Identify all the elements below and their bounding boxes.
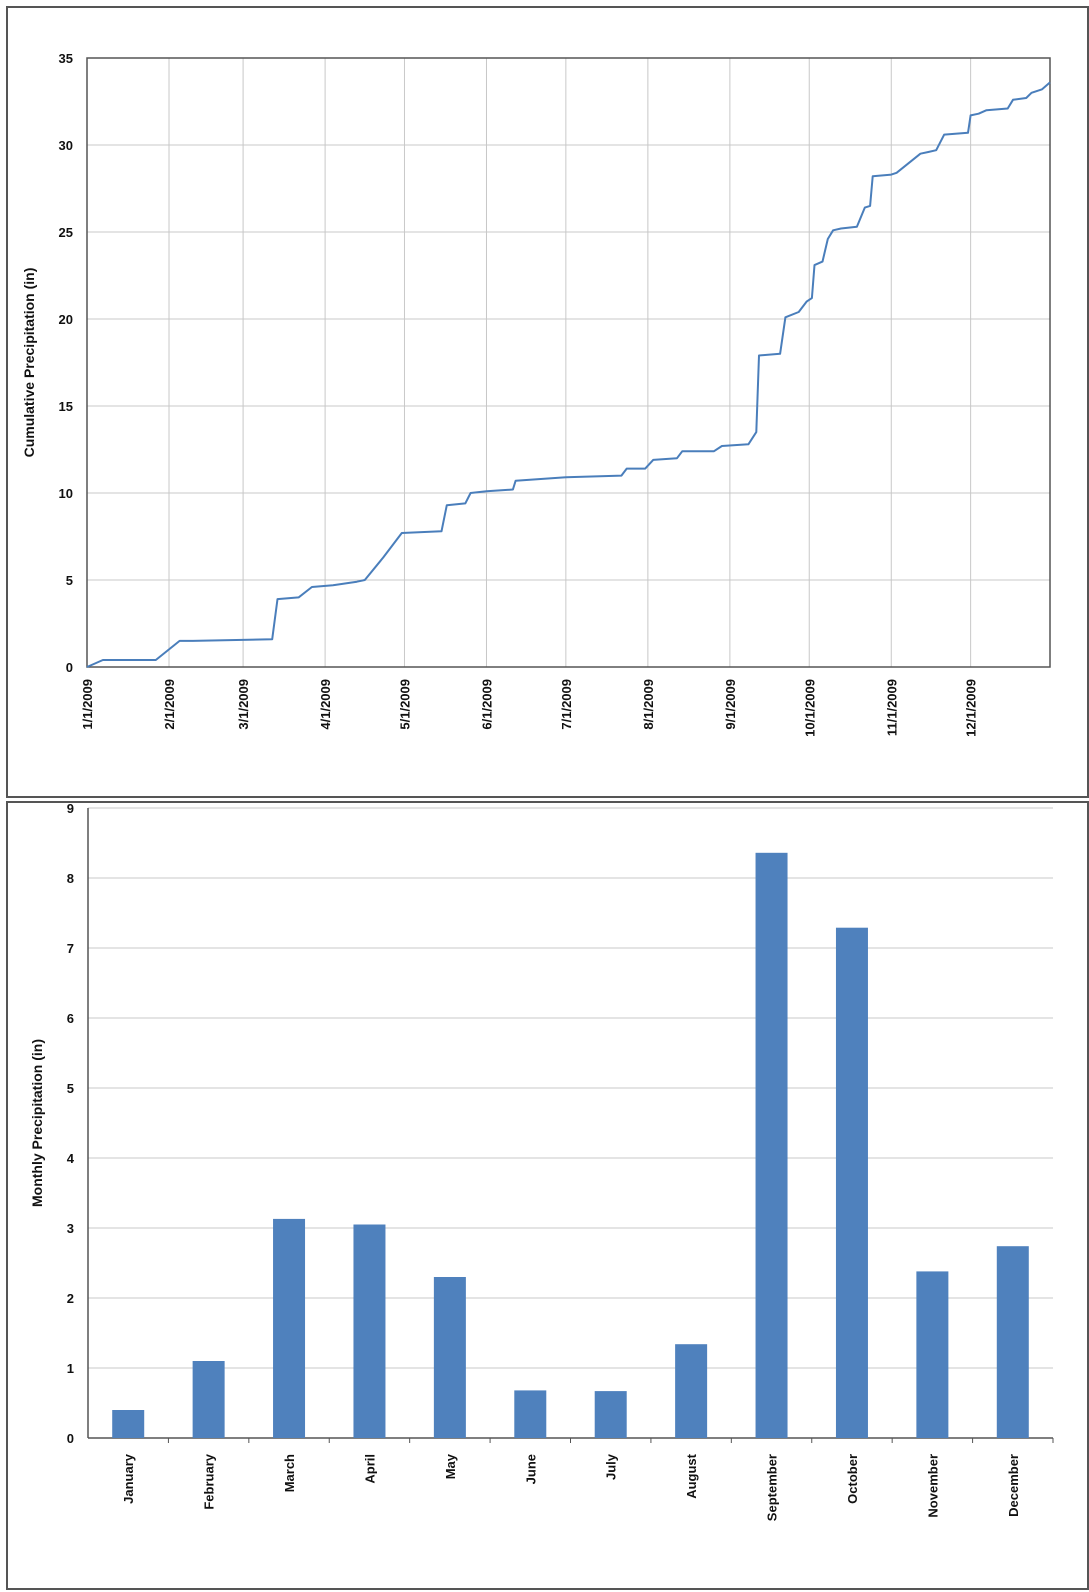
bar-may — [433, 1277, 466, 1438]
x-tick-label: 8/1/2009 — [641, 679, 656, 730]
bar-august — [675, 1344, 708, 1438]
x-tick-label: September — [765, 1454, 780, 1521]
y-tick-label: 15 — [59, 399, 73, 414]
x-tick-label: 6/1/2009 — [479, 679, 494, 730]
cumulative-chart-panel: 0 5 10 15 20 25 30 35 1/1/2009 2/1/2009 3/1/2009 4/… — [6, 6, 1089, 798]
y-tick-label: 35 — [59, 51, 73, 66]
x-tick-label: 11/1/2009 — [884, 679, 899, 736]
x-tick-label: April — [362, 1454, 377, 1484]
x-tick-label: March — [282, 1454, 297, 1492]
x-tick-label: May — [443, 1453, 458, 1479]
x-tick-label: 7/1/2009 — [559, 679, 574, 730]
y-axis-label: Cumulative Precipitation (in) — [21, 268, 37, 458]
cumulative-chart: 0 5 10 15 20 25 30 35 1/1/2009 2/1/2009 3/1/2009 4/… — [21, 51, 1051, 737]
bar-october — [835, 927, 868, 1438]
bar-april — [353, 1224, 386, 1438]
x-tick-label: 1/1/2009 — [80, 679, 95, 730]
x-tick-label: July — [604, 1453, 619, 1480]
x-tick-label: 5/1/2009 — [397, 679, 412, 730]
x-tick-label: 10/1/2009 — [802, 679, 817, 737]
cumulative-series-line — [86, 81, 1051, 668]
bar-september — [755, 852, 788, 1438]
x-tick-label: January — [121, 1453, 136, 1504]
y-tick-label: 5 — [67, 1081, 74, 1096]
x-tick-label: 2/1/2009 — [162, 679, 177, 730]
y-tick-label: 20 — [59, 312, 73, 327]
x-tick-label: October — [845, 1454, 860, 1504]
monthly-chart-panel: 0 1 2 3 4 5 6 7 8 9 January February March April May Ju… — [6, 801, 1089, 1590]
y-tick-label: 30 — [59, 138, 73, 153]
y-tick-label: 25 — [59, 225, 73, 240]
plot-frame — [86, 57, 1051, 668]
y-tick-label: 10 — [59, 486, 73, 501]
x-tick-label: February — [202, 1453, 217, 1509]
y-tick-label: 8 — [67, 871, 74, 886]
bar-july — [594, 1391, 627, 1438]
bar-november — [916, 1271, 949, 1438]
y-axis-label: Monthly Precipitation (in) — [29, 1039, 45, 1207]
y-tick-label: 2 — [67, 1291, 74, 1306]
x-tick-label: December — [1006, 1454, 1021, 1517]
x-tick-label: November — [925, 1454, 940, 1518]
y-tick-label: 7 — [67, 941, 74, 956]
y-tick-label: 6 — [67, 1011, 74, 1026]
y-tick-label: 4 — [67, 1151, 75, 1166]
y-tick-label: 3 — [67, 1221, 74, 1236]
y-tick-label: 1 — [67, 1361, 74, 1376]
monthly-chart: 0 1 2 3 4 5 6 7 8 9 January February March April May Ju… — [29, 801, 1054, 1521]
x-tick-label: June — [523, 1454, 538, 1484]
y-tick-label: 0 — [66, 660, 73, 675]
y-tick-label: 0 — [67, 1431, 74, 1446]
x-tick-label: 3/1/2009 — [236, 679, 251, 730]
bar-june — [514, 1390, 547, 1438]
y-tick-label: 9 — [67, 801, 74, 816]
x-tick-label: August — [684, 1453, 699, 1498]
y-tick-label: 5 — [66, 573, 73, 588]
bar-january — [112, 1410, 145, 1438]
bar-december — [996, 1246, 1029, 1438]
x-tick-label: 9/1/2009 — [723, 679, 738, 730]
bar-february — [192, 1361, 225, 1438]
x-tick-label: 12/1/2009 — [964, 679, 979, 737]
x-tick-label: 4/1/2009 — [318, 679, 333, 730]
bar-march — [273, 1218, 306, 1438]
